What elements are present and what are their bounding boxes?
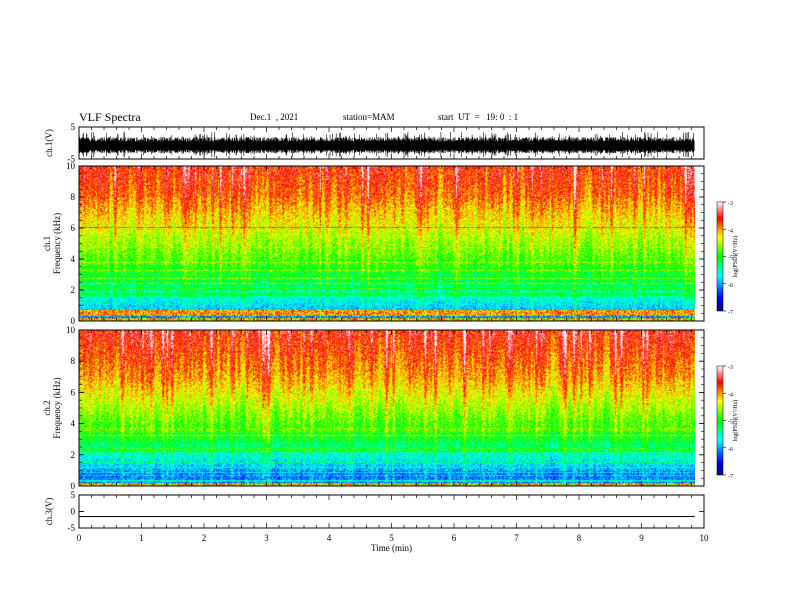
y-axis-label-spectrogram-ch1: ch.1 (42, 236, 52, 251)
y-tick-label: 2 (71, 450, 76, 460)
station-label: station=MAM (343, 112, 395, 122)
y-tick-label: 6 (71, 223, 76, 233)
colorbar-ch2-tick-label: -5 (728, 420, 733, 426)
y-tick-label: 8 (71, 356, 76, 366)
x-tick-label: 7 (514, 533, 519, 543)
y-axis-label-spectrogram-ch1-freq: Frequency (kHz) (52, 213, 62, 274)
colorbar-ch1-label: log(PSD)(V²/Hz) (732, 236, 739, 277)
colorbar-ch2-label: log(PSD)(V²/Hz) (732, 400, 739, 441)
spectrogram-ch1-raster (79, 166, 695, 321)
y-tick-label: 8 (71, 192, 76, 202)
y-tick-label: -5 (68, 523, 76, 533)
y-tick-label: 0 (71, 507, 76, 517)
x-tick-label: 3 (264, 533, 269, 543)
colorbar-ch1-tick-label: -6 (728, 283, 733, 289)
x-axis-label: Time (min) (371, 543, 412, 553)
x-tick-label: 6 (452, 533, 457, 543)
x-tick-label: 4 (327, 533, 332, 543)
x-tick-label: 10 (700, 533, 710, 543)
start-time-label: start UT = 19: 0 : 1 (438, 112, 519, 122)
y-tick-label: 5 (71, 490, 76, 500)
x-tick-label: 1 (139, 533, 144, 543)
colorbar-ch1-tick-label: -4 (728, 228, 733, 234)
y-axis-label-spectrogram-ch2-freq: Frequency (kHz) (52, 377, 62, 438)
y-tick-label: 2 (71, 285, 76, 295)
colorbar-ch2-tick-label: -7 (728, 474, 733, 480)
y-tick-label: 4 (71, 254, 76, 264)
colorbar-ch2-tick-label: -6 (728, 447, 733, 453)
y-tick-label: 6 (71, 387, 76, 397)
colorbar-ch2-tick-label: -3 (728, 365, 733, 371)
ch1-waveform-trace (78, 131, 695, 158)
colorbar-ch1 (716, 201, 724, 312)
y-tick-label: 5 (71, 122, 76, 132)
x-tick-label: 5 (389, 533, 394, 543)
spectrogram-ch1 (79, 166, 695, 321)
colorbar-ch2-tick-label: -4 (728, 392, 733, 398)
y-tick-label: 10 (66, 161, 76, 171)
y-tick-label: 10 (66, 325, 76, 335)
y-tick-label: 0 (71, 316, 76, 326)
y-tick-label: 0 (71, 481, 76, 491)
y-tick-label: 4 (71, 419, 76, 429)
spectrogram-ch2-raster (79, 330, 695, 486)
colorbar-ch1-tick-label: -7 (728, 310, 733, 316)
y-axis-label-waveform-ch1: ch.1(V) (44, 129, 54, 157)
x-tick-label: 2 (202, 533, 207, 543)
colorbar-ch2 (716, 365, 724, 476)
y-axis-label-waveform-ch3: ch.3(V) (44, 498, 54, 526)
chart-title: VLF Spectra (79, 110, 141, 124)
date-label: Dec.1 , 2021 (250, 112, 299, 122)
spectrogram-ch2 (79, 330, 695, 486)
x-tick-label: 8 (577, 533, 582, 543)
x-tick-label: 9 (639, 533, 644, 543)
x-tick-label: 0 (77, 533, 82, 543)
y-axis-label-spectrogram-ch2: ch.2 (42, 400, 52, 415)
colorbar-ch1-tick-label: -3 (728, 201, 733, 207)
y-tick-label: -5 (68, 154, 76, 164)
colorbar-ch1-tick-label: -5 (728, 256, 733, 262)
